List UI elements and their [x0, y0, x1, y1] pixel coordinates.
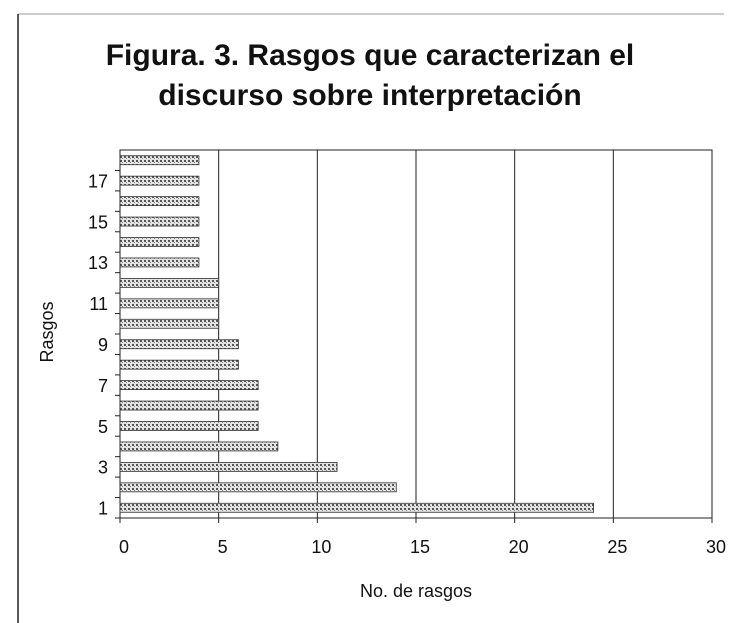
bar — [119, 482, 397, 493]
x-axis-label: No. de rasgos — [360, 581, 472, 601]
bar — [119, 277, 220, 288]
bar — [119, 400, 259, 411]
bar — [119, 359, 239, 370]
x-tick-label: 5 — [218, 537, 228, 557]
bar — [119, 196, 200, 207]
bar — [119, 421, 259, 431]
bar — [119, 175, 200, 186]
bar — [119, 339, 239, 350]
x-tick-label: 15 — [410, 537, 430, 557]
bar — [119, 318, 220, 329]
y-tick-label: 7 — [98, 376, 108, 396]
y-tick-label: 11 — [89, 294, 108, 314]
bar — [119, 502, 595, 513]
y-tick-label: 3 — [98, 458, 108, 478]
y-tick-label: 17 — [88, 171, 108, 191]
bar — [119, 216, 200, 227]
bar — [119, 298, 220, 309]
x-tick-label: 10 — [311, 537, 331, 557]
chart-title: Figura. 3. Rasgos que caracterizan el di… — [105, 39, 635, 112]
x-tick-label: 0 — [119, 537, 129, 557]
y-tick-label: 1 — [98, 499, 108, 519]
y-tick-label: 9 — [98, 335, 108, 355]
bar — [119, 461, 338, 472]
bar — [119, 441, 279, 452]
y-tick-label: 13 — [88, 253, 108, 273]
x-tick-label: 25 — [607, 537, 627, 557]
x-tick-label: 20 — [509, 537, 529, 557]
bar — [119, 155, 200, 166]
bar — [119, 257, 200, 268]
bar — [119, 380, 259, 391]
bar — [119, 237, 200, 247]
y-axis-label: Rasgos — [37, 301, 57, 362]
x-tick-label: 30 — [706, 537, 726, 557]
y-tick-label: 15 — [88, 212, 108, 232]
y-tick-label: 5 — [98, 417, 108, 437]
